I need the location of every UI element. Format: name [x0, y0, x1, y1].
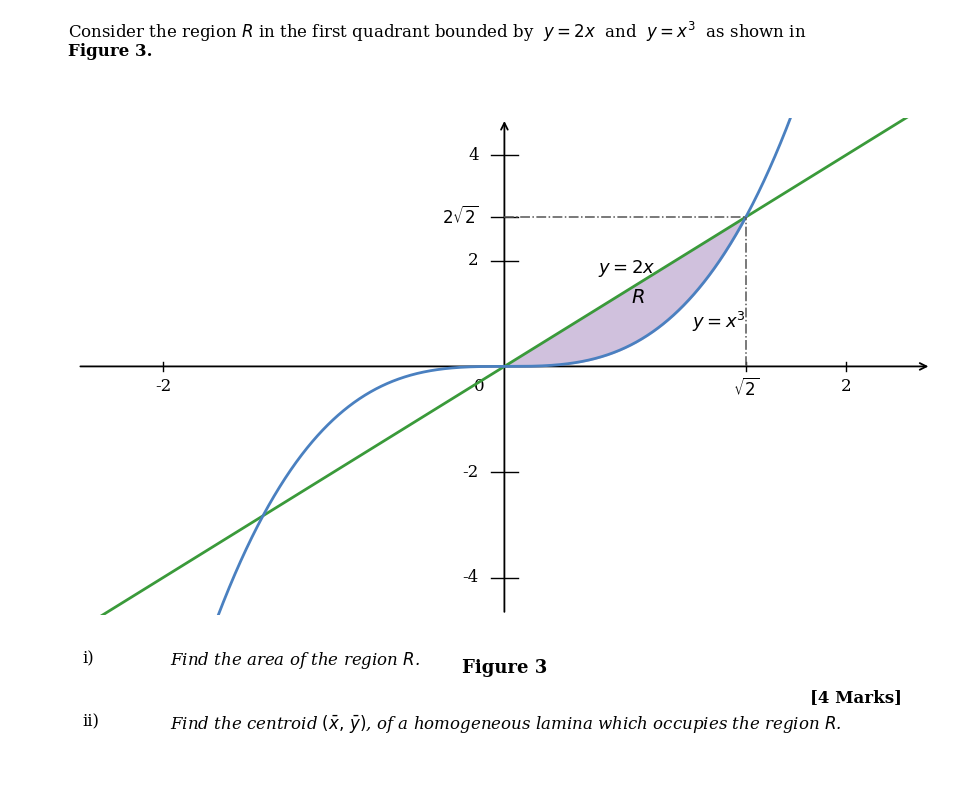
Text: $2\sqrt{2}$: $2\sqrt{2}$	[441, 206, 479, 228]
Text: Find the centroid $\left(\bar{x},\,\bar{y}\right)$, of a homogeneous lamina whic: Find the centroid $\left(\bar{x},\,\bar{…	[170, 713, 840, 735]
Text: -2: -2	[155, 378, 171, 395]
Text: i): i)	[82, 650, 94, 667]
Text: 0: 0	[473, 378, 484, 395]
Text: -4: -4	[462, 569, 479, 586]
Text: Find the area of the region $R$.: Find the area of the region $R$.	[170, 650, 420, 671]
Text: ii): ii)	[82, 713, 100, 730]
Text: 2: 2	[840, 378, 850, 395]
Text: $y=2x$: $y=2x$	[598, 258, 655, 279]
Text: $R$: $R$	[630, 288, 643, 307]
Text: $\sqrt{2}$: $\sqrt{2}$	[732, 378, 759, 400]
Text: [4 Marks]: [4 Marks]	[809, 690, 901, 707]
Text: Consider the region $R$ in the first quadrant bounded by  $y=2x$  and  $y=x^3$  : Consider the region $R$ in the first qua…	[68, 20, 805, 44]
Text: $y=x^3$: $y=x^3$	[692, 310, 745, 333]
Text: 4: 4	[468, 147, 479, 164]
Text: Figure 3: Figure 3	[461, 660, 547, 678]
Text: -2: -2	[462, 463, 479, 481]
Text: 2: 2	[468, 252, 479, 269]
Text: Figure 3.: Figure 3.	[68, 43, 152, 61]
